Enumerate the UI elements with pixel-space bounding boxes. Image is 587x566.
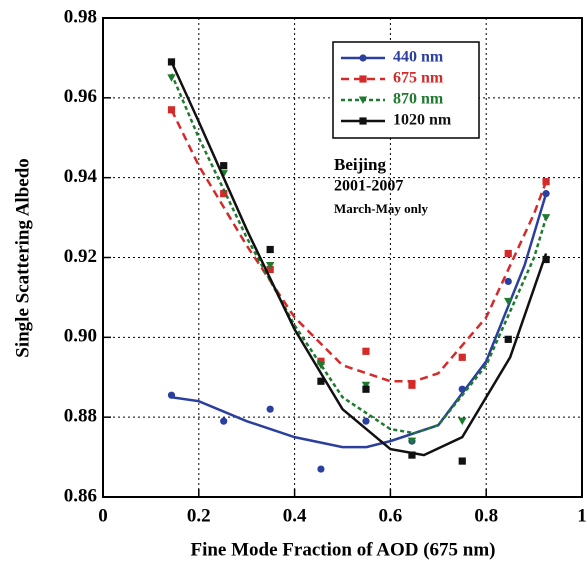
legend-marker <box>359 54 367 62</box>
point <box>541 214 551 222</box>
point <box>458 353 466 361</box>
point <box>504 249 512 258</box>
legend-label: 1020 nm <box>393 112 452 129</box>
annotation: Beijing <box>334 155 386 174</box>
point <box>408 451 416 459</box>
y-tick-label: 0.98 <box>64 6 97 27</box>
legend-label: 440 nm <box>393 49 444 66</box>
y-tick-label: 0.94 <box>64 166 98 187</box>
fit-line <box>170 109 548 383</box>
y-tick-label: 0.96 <box>64 86 97 107</box>
point <box>220 190 228 198</box>
legend-marker <box>358 96 368 104</box>
y-axis-title: Single Scattering Albedo <box>12 158 33 358</box>
y-tick-label: 0.86 <box>64 485 97 506</box>
point <box>316 361 326 370</box>
point <box>458 385 466 393</box>
point <box>504 335 512 343</box>
point <box>167 74 176 82</box>
fit-line <box>171 193 548 449</box>
legend-marker <box>359 75 367 83</box>
point <box>317 377 325 385</box>
x-tick-label: 0.2 <box>187 505 211 526</box>
point <box>504 297 513 306</box>
legend-label: 675 nm <box>393 70 444 87</box>
point <box>317 357 325 365</box>
legend: 440 nm 675 nm 870 nm 1020 nm <box>332 41 480 139</box>
point <box>408 381 416 389</box>
point <box>266 245 274 254</box>
point <box>167 58 176 66</box>
legend-label: 870 nm <box>393 91 444 108</box>
point <box>167 391 176 399</box>
point <box>542 255 550 264</box>
point <box>220 417 228 425</box>
annotation: March-May only <box>334 201 428 216</box>
x-axis-title: Fine Mode Fraction of AOD (675 nm) <box>190 539 495 560</box>
point <box>407 437 417 446</box>
point <box>361 381 371 390</box>
point <box>167 106 176 114</box>
x-tick-label: 0.4 <box>283 505 307 526</box>
point <box>265 261 275 270</box>
point <box>542 190 550 198</box>
x-tick-label: 0.8 <box>474 505 498 526</box>
x-tick-label: 1 <box>577 505 587 526</box>
point <box>542 178 550 186</box>
point <box>317 465 325 473</box>
point <box>266 405 274 413</box>
point <box>362 385 370 393</box>
y-tick-label: 0.90 <box>64 326 97 347</box>
legend-marker <box>359 117 367 125</box>
y-tick-label: 0.88 <box>64 406 97 427</box>
annotation: 2001-2007 <box>334 178 403 195</box>
y-tick-label: 0.92 <box>64 246 97 267</box>
fit-line <box>170 73 548 435</box>
point <box>458 457 466 465</box>
point <box>362 417 370 425</box>
x-tick-label: 0.6 <box>379 505 403 526</box>
point <box>362 347 370 355</box>
point <box>504 277 512 286</box>
fit-line <box>170 61 548 457</box>
plot-frame <box>102 17 583 498</box>
point <box>220 162 228 170</box>
x-tick-label: 0 <box>98 505 108 526</box>
point <box>458 417 467 426</box>
